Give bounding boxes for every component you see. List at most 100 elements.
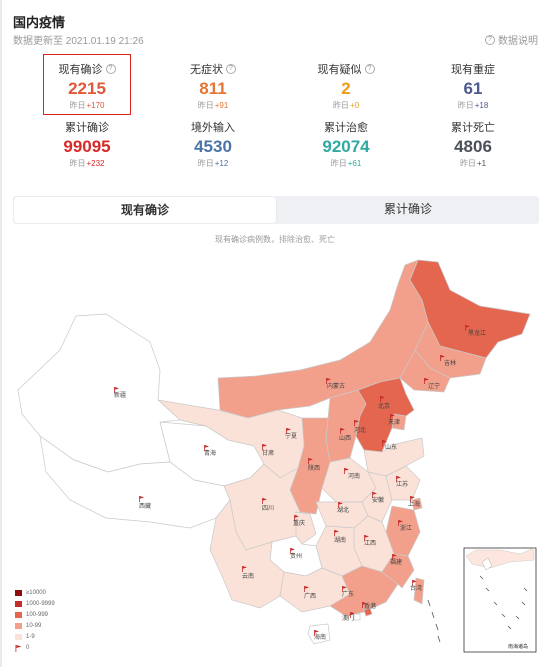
boundary-dash xyxy=(521,601,526,606)
stat-delta-prefix: 昨日 xyxy=(330,159,347,168)
stat-label: 境外输入 xyxy=(153,120,273,134)
legend-label: 100-999 xyxy=(26,612,49,618)
province-label: 河北 xyxy=(354,426,366,434)
update-time: 数据更新至 2021.01.19 21:26 xyxy=(13,36,144,47)
legend-swatch xyxy=(15,612,22,618)
stat-label-text: 累计确诊 xyxy=(65,122,109,134)
province-label: 北京 xyxy=(378,402,390,410)
province-32[interactable] xyxy=(353,613,361,621)
province-label: 四川 xyxy=(262,505,274,512)
province-3[interactable] xyxy=(217,259,429,419)
province-label: 贵州 xyxy=(290,552,302,560)
legend-item[interactable]: 10-99 xyxy=(15,621,55,631)
legend-item[interactable]: 0 xyxy=(15,643,55,653)
province-17[interactable] xyxy=(295,511,317,545)
left-divider xyxy=(0,0,2,667)
legend-item[interactable]: ≥10000 xyxy=(15,588,55,598)
stat-delta-value: +232 xyxy=(86,159,105,168)
province-20[interactable] xyxy=(385,465,421,501)
stat-7: 累计死亡 4806 昨日+1 xyxy=(413,120,533,170)
boundary-dash xyxy=(515,615,520,620)
province-28[interactable] xyxy=(329,565,399,617)
stat-5: 境外输入 4530 昨日+12 xyxy=(153,120,273,170)
stat-delta-prefix: 昨日 xyxy=(69,159,86,168)
stat-value: 2 xyxy=(341,79,351,98)
stat-delta-value: +0 xyxy=(349,101,360,110)
info-icon[interactable]: ? xyxy=(105,64,116,74)
province-label: 浙江 xyxy=(400,524,412,532)
page-title: 国内疫情 xyxy=(13,15,66,30)
boundary-dash xyxy=(507,625,512,630)
province-30[interactable] xyxy=(413,577,425,605)
stat-value: 92074 xyxy=(322,137,370,156)
flag-icon xyxy=(398,520,403,526)
flag-icon xyxy=(340,428,345,434)
province-31[interactable] xyxy=(363,607,373,617)
province-label: 山东 xyxy=(385,443,397,451)
province-21[interactable] xyxy=(411,497,423,511)
province-label: 香港 xyxy=(364,602,376,610)
stat-delta-value: +12 xyxy=(214,159,229,168)
question-circle-icon: ? xyxy=(485,34,495,45)
province-label: 上海 xyxy=(408,500,420,508)
flag-icon xyxy=(342,586,347,592)
map-tabs: 现有确诊 累计确诊 xyxy=(13,196,539,224)
flag-icon xyxy=(372,492,377,498)
stat-label-text: 现有确诊 xyxy=(58,64,103,76)
stat-delta-value: +18 xyxy=(474,101,489,110)
province-33[interactable] xyxy=(307,623,331,645)
province-29[interactable] xyxy=(381,553,415,589)
tab-0[interactable]: 现有确诊 xyxy=(14,197,276,223)
stat-delta: 昨日+12 xyxy=(153,158,273,170)
legend-swatch xyxy=(15,634,22,640)
stat-0: 现有确诊? 2215 昨日+170 xyxy=(27,62,147,112)
stat-label: 无症状? xyxy=(153,62,273,76)
flag-icon xyxy=(15,645,22,652)
info-icon[interactable]: ? xyxy=(226,64,236,74)
province-label: 云南 xyxy=(242,572,254,580)
legend-item[interactable]: 100-999 xyxy=(15,610,55,620)
stat-value: 2215 xyxy=(68,79,106,98)
flag-icon xyxy=(350,612,355,618)
province-label: 安徽 xyxy=(372,496,384,504)
province-label: 西藏 xyxy=(139,502,151,510)
boundary-dash xyxy=(431,611,435,619)
stat-delta: 昨日+170 xyxy=(27,100,147,112)
legend-swatch xyxy=(15,590,22,596)
flag-icon xyxy=(304,586,309,592)
stat-delta: 昨日+232 xyxy=(27,158,147,170)
legend-label: 1000-9999 xyxy=(26,601,55,607)
stat-label: 累计确诊 xyxy=(27,120,147,134)
stat-delta: 昨日+0 xyxy=(286,100,406,112)
inset-label: 南海诸岛 xyxy=(508,643,528,650)
province-label: 天津 xyxy=(388,419,400,426)
data-explain-link[interactable]: ? 数据说明 xyxy=(485,32,538,47)
map-note: 现有确诊病例数，排除治愈、死亡 xyxy=(215,235,335,244)
info-icon[interactable]: ? xyxy=(364,64,375,74)
province-label: 甘肃 xyxy=(262,449,274,457)
flag-icon xyxy=(262,498,267,504)
legend-item[interactable]: 1-9 xyxy=(15,632,55,642)
stat-delta: 昨日+91 xyxy=(153,100,273,112)
boundary-dash xyxy=(427,599,431,607)
tab-1[interactable]: 累计确诊 xyxy=(383,202,432,216)
flag-icon xyxy=(380,396,385,402)
legend-label: 1-9 xyxy=(26,634,35,640)
flag-icon xyxy=(396,476,401,482)
stat-label-text: 累计死亡 xyxy=(451,122,495,134)
stat-2: 现有疑似? 2 昨日+0 xyxy=(286,62,406,112)
flag-icon xyxy=(262,444,267,450)
legend-item[interactable]: 1000-9999 xyxy=(15,599,55,609)
stat-delta-value: +170 xyxy=(86,101,105,110)
stat-label-text: 现有重症 xyxy=(451,64,495,76)
header: 国内疫情 数据更新至 2021.01.19 21:26 ? 数据说明 xyxy=(13,10,538,50)
legend-swatch xyxy=(15,623,22,629)
stat-delta-value: +1 xyxy=(476,159,487,168)
stat-delta-prefix: 昨日 xyxy=(457,101,474,110)
stat-6: 累计治愈 92074 昨日+61 xyxy=(286,120,406,170)
province-label: 重庆 xyxy=(293,519,305,527)
flag-icon xyxy=(290,548,295,554)
province-label: 湖北 xyxy=(337,506,349,514)
stat-delta: 昨日+1 xyxy=(413,158,533,170)
